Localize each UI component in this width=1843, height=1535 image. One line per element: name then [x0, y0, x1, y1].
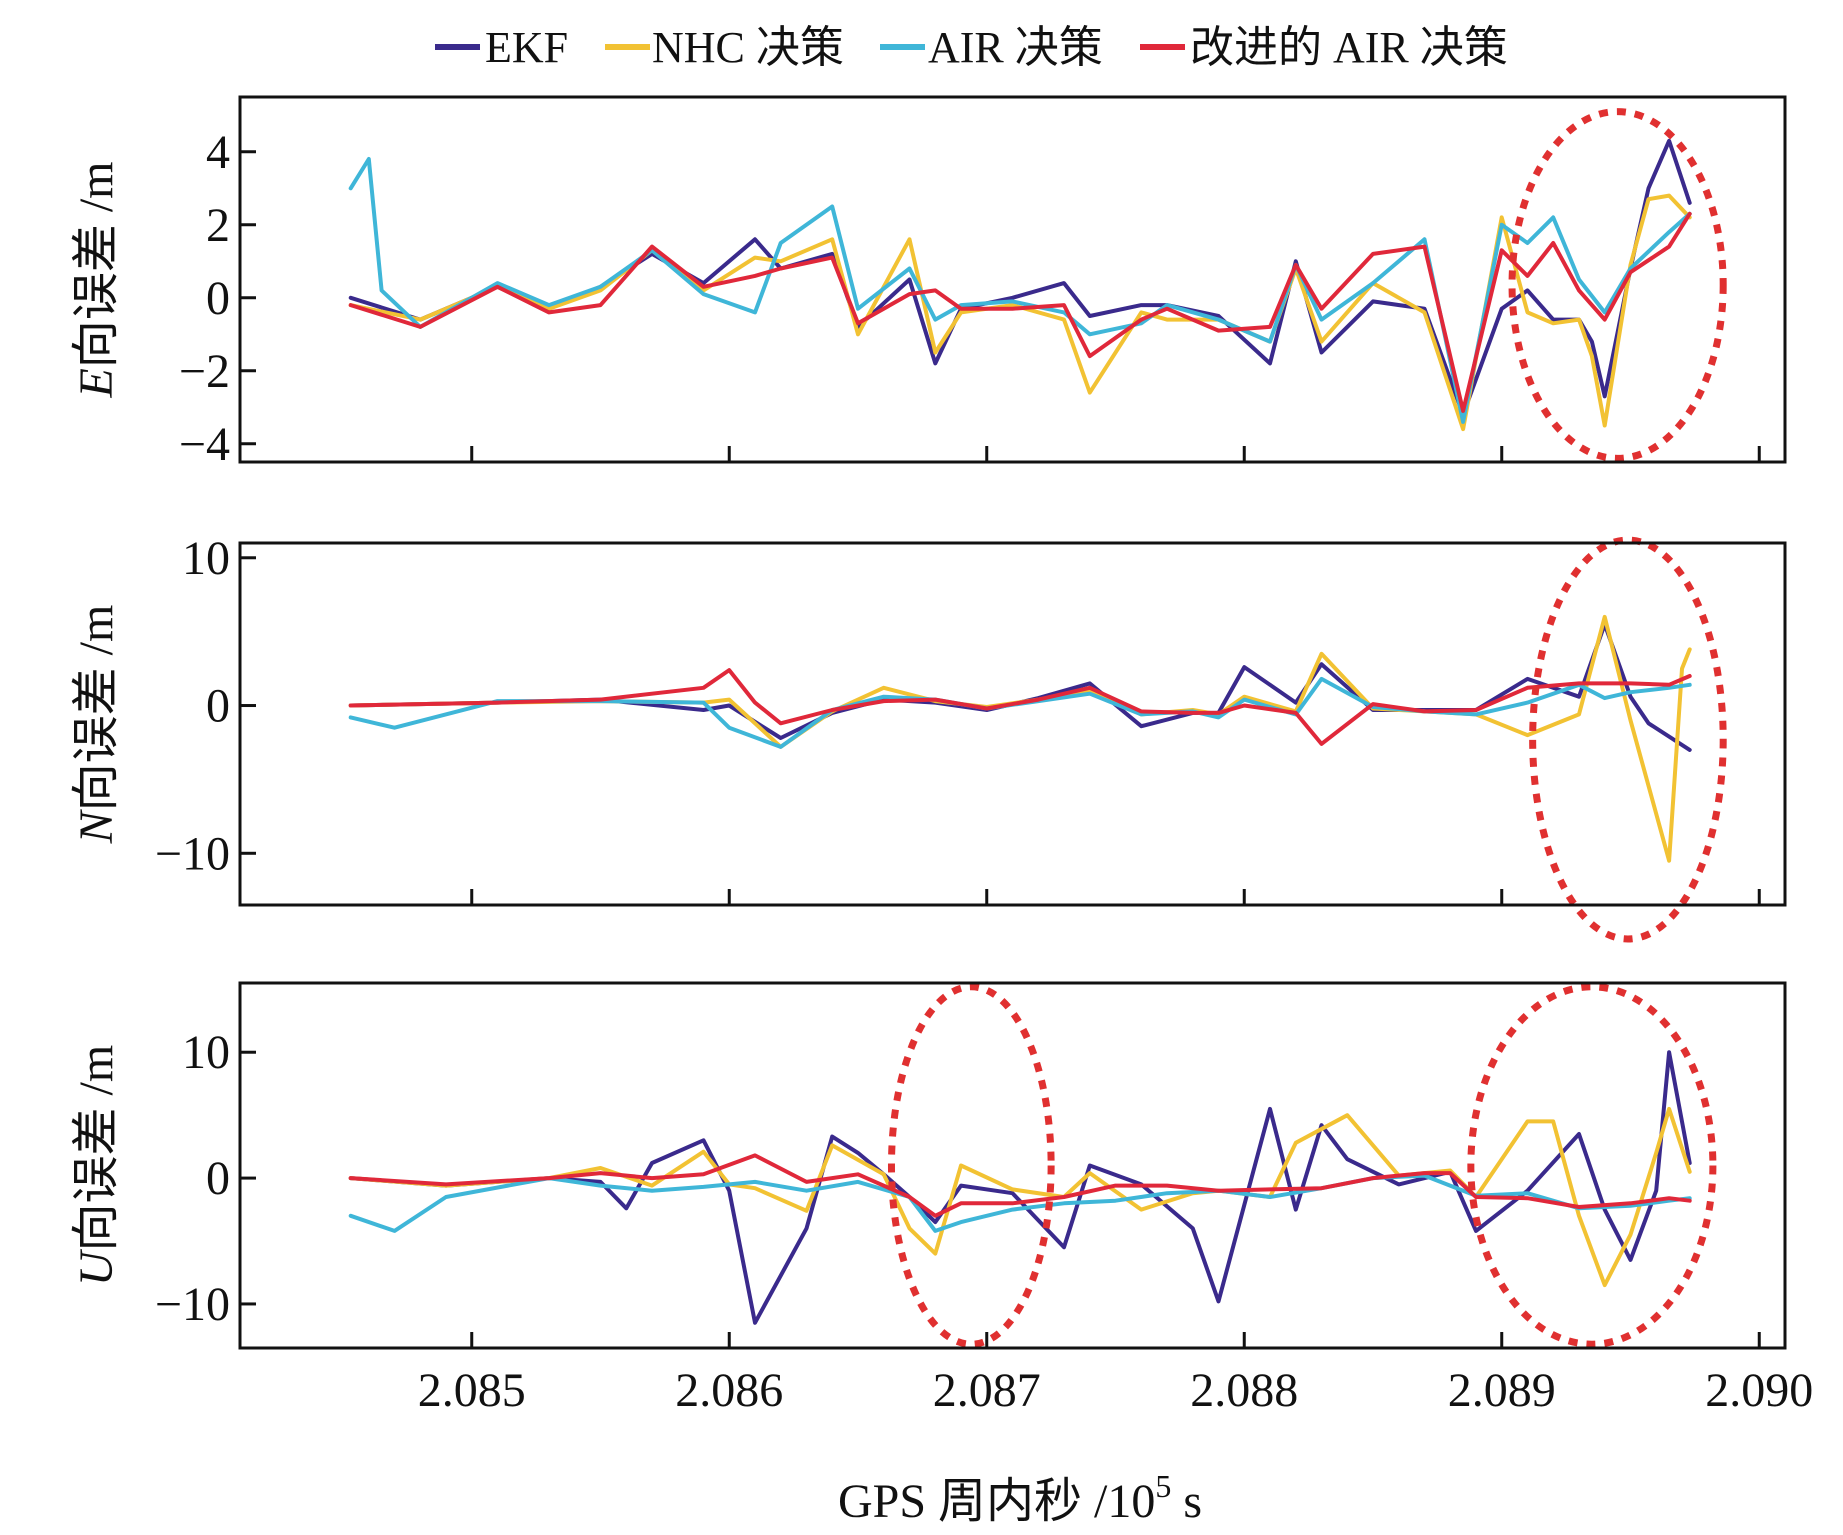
- series-group-e: [348, 138, 1692, 432]
- series-line-u-0: [348, 1050, 1692, 1325]
- x-tick-label-0: 2.085: [418, 1364, 526, 1417]
- plot-frame-n: [238, 541, 1787, 907]
- x-tick-label-3: 2.088: [1190, 1364, 1298, 1417]
- x-axis-title-text: GPS 周内秒 /10: [838, 1475, 1155, 1528]
- y-axis-title-text-n: 向误差 /m: [70, 605, 123, 812]
- series-group-n: [348, 614, 1692, 863]
- y-axis-title-text-e: 向误差 /m: [70, 161, 123, 368]
- y-tick-label-e-2: 0: [206, 272, 230, 325]
- legend-label-nhc: NHC 决策: [652, 23, 844, 72]
- series-line-n-0: [348, 622, 1692, 752]
- y-tick-label-u-2: −10: [155, 1278, 230, 1331]
- series-line-n-2: [348, 676, 1692, 749]
- highlight-ellipse-u-0: [887, 983, 1055, 1348]
- x-tick-label-1: 2.086: [675, 1364, 783, 1417]
- legend-entry-ekf: EKF: [435, 23, 568, 72]
- x-tick-label-2: 2.087: [933, 1364, 1041, 1417]
- legend-entry-air: AIR 决策: [880, 23, 1103, 72]
- y-axis-title-text-u: 向误差 /m: [70, 1045, 123, 1252]
- y-tick-label-e-3: −2: [179, 345, 230, 398]
- x-tick-label-4: 2.089: [1448, 1364, 1556, 1417]
- series-line-u-2: [348, 1173, 1692, 1233]
- plot-frame-e: [238, 95, 1787, 464]
- series-line-e-3: [348, 211, 1692, 413]
- y-tick-label-e-4: −4: [179, 418, 230, 471]
- legend-entry-nhc: NHC 决策: [605, 23, 844, 72]
- legend-label-air: AIR 决策: [928, 23, 1103, 72]
- panel-n: 10 0 −10 N向误差 /m: [70, 532, 1787, 943]
- panel-e: 4 2 0 −2 −4 E向误差 /m: [70, 95, 1787, 471]
- legend: EKF NHC 决策 AIR 决策 改进的 AIR 决策: [435, 23, 1508, 72]
- y-axis-title-n: N向误差 /m: [70, 605, 123, 845]
- legend-label-ekf: EKF: [485, 23, 568, 72]
- y-tick-label-n-1: 0: [206, 680, 230, 733]
- series-line-n-3: [348, 668, 1692, 746]
- y-axis-title-var-e: E: [70, 368, 123, 398]
- series-line-u-3: [348, 1153, 1692, 1218]
- y-axis-title-var-u: U: [70, 1248, 123, 1286]
- highlight-ellipse-n-0: [1529, 536, 1727, 943]
- highlight-ellipse-u-1: [1467, 983, 1717, 1348]
- x-axis-title-unit: s: [1171, 1475, 1202, 1528]
- y-tick-label-e-1: 2: [206, 199, 230, 252]
- y-axis-title-var-n: N: [70, 808, 123, 844]
- x-tick-label-5: 2.090: [1705, 1364, 1813, 1417]
- x-axis-title: GPS 周内秒 /105 s: [838, 1468, 1202, 1528]
- y-tick-label-n-2: −10: [155, 827, 230, 880]
- legend-label-improved-air: 改进的 AIR 决策: [1190, 23, 1508, 72]
- y-axis-title-u: U向误差 /m: [70, 1045, 123, 1286]
- legend-entry-improved-air: 改进的 AIR 决策: [1140, 23, 1508, 72]
- series-line-e-2: [348, 157, 1692, 424]
- y-tick-label-u-1: 0: [206, 1152, 230, 1205]
- y-tick-label-u-0: 10: [182, 1026, 230, 1079]
- y-tick-label-n-0: 10: [182, 532, 230, 585]
- panel-u: 10 0 −10 U向误差 /m 2.085 2.086 2.087 2.088 2.089 2.…: [70, 981, 1813, 1417]
- x-axis-title-exponent: 5: [1155, 1468, 1171, 1504]
- series-group-u: [348, 1050, 1692, 1325]
- y-tick-label-e-0: 4: [206, 126, 230, 179]
- plot-frame-u: [238, 981, 1787, 1350]
- y-axis-title-e: E向误差 /m: [70, 161, 123, 398]
- highlight-ellipse-e-0: [1508, 108, 1727, 462]
- series-line-n-1: [348, 614, 1692, 863]
